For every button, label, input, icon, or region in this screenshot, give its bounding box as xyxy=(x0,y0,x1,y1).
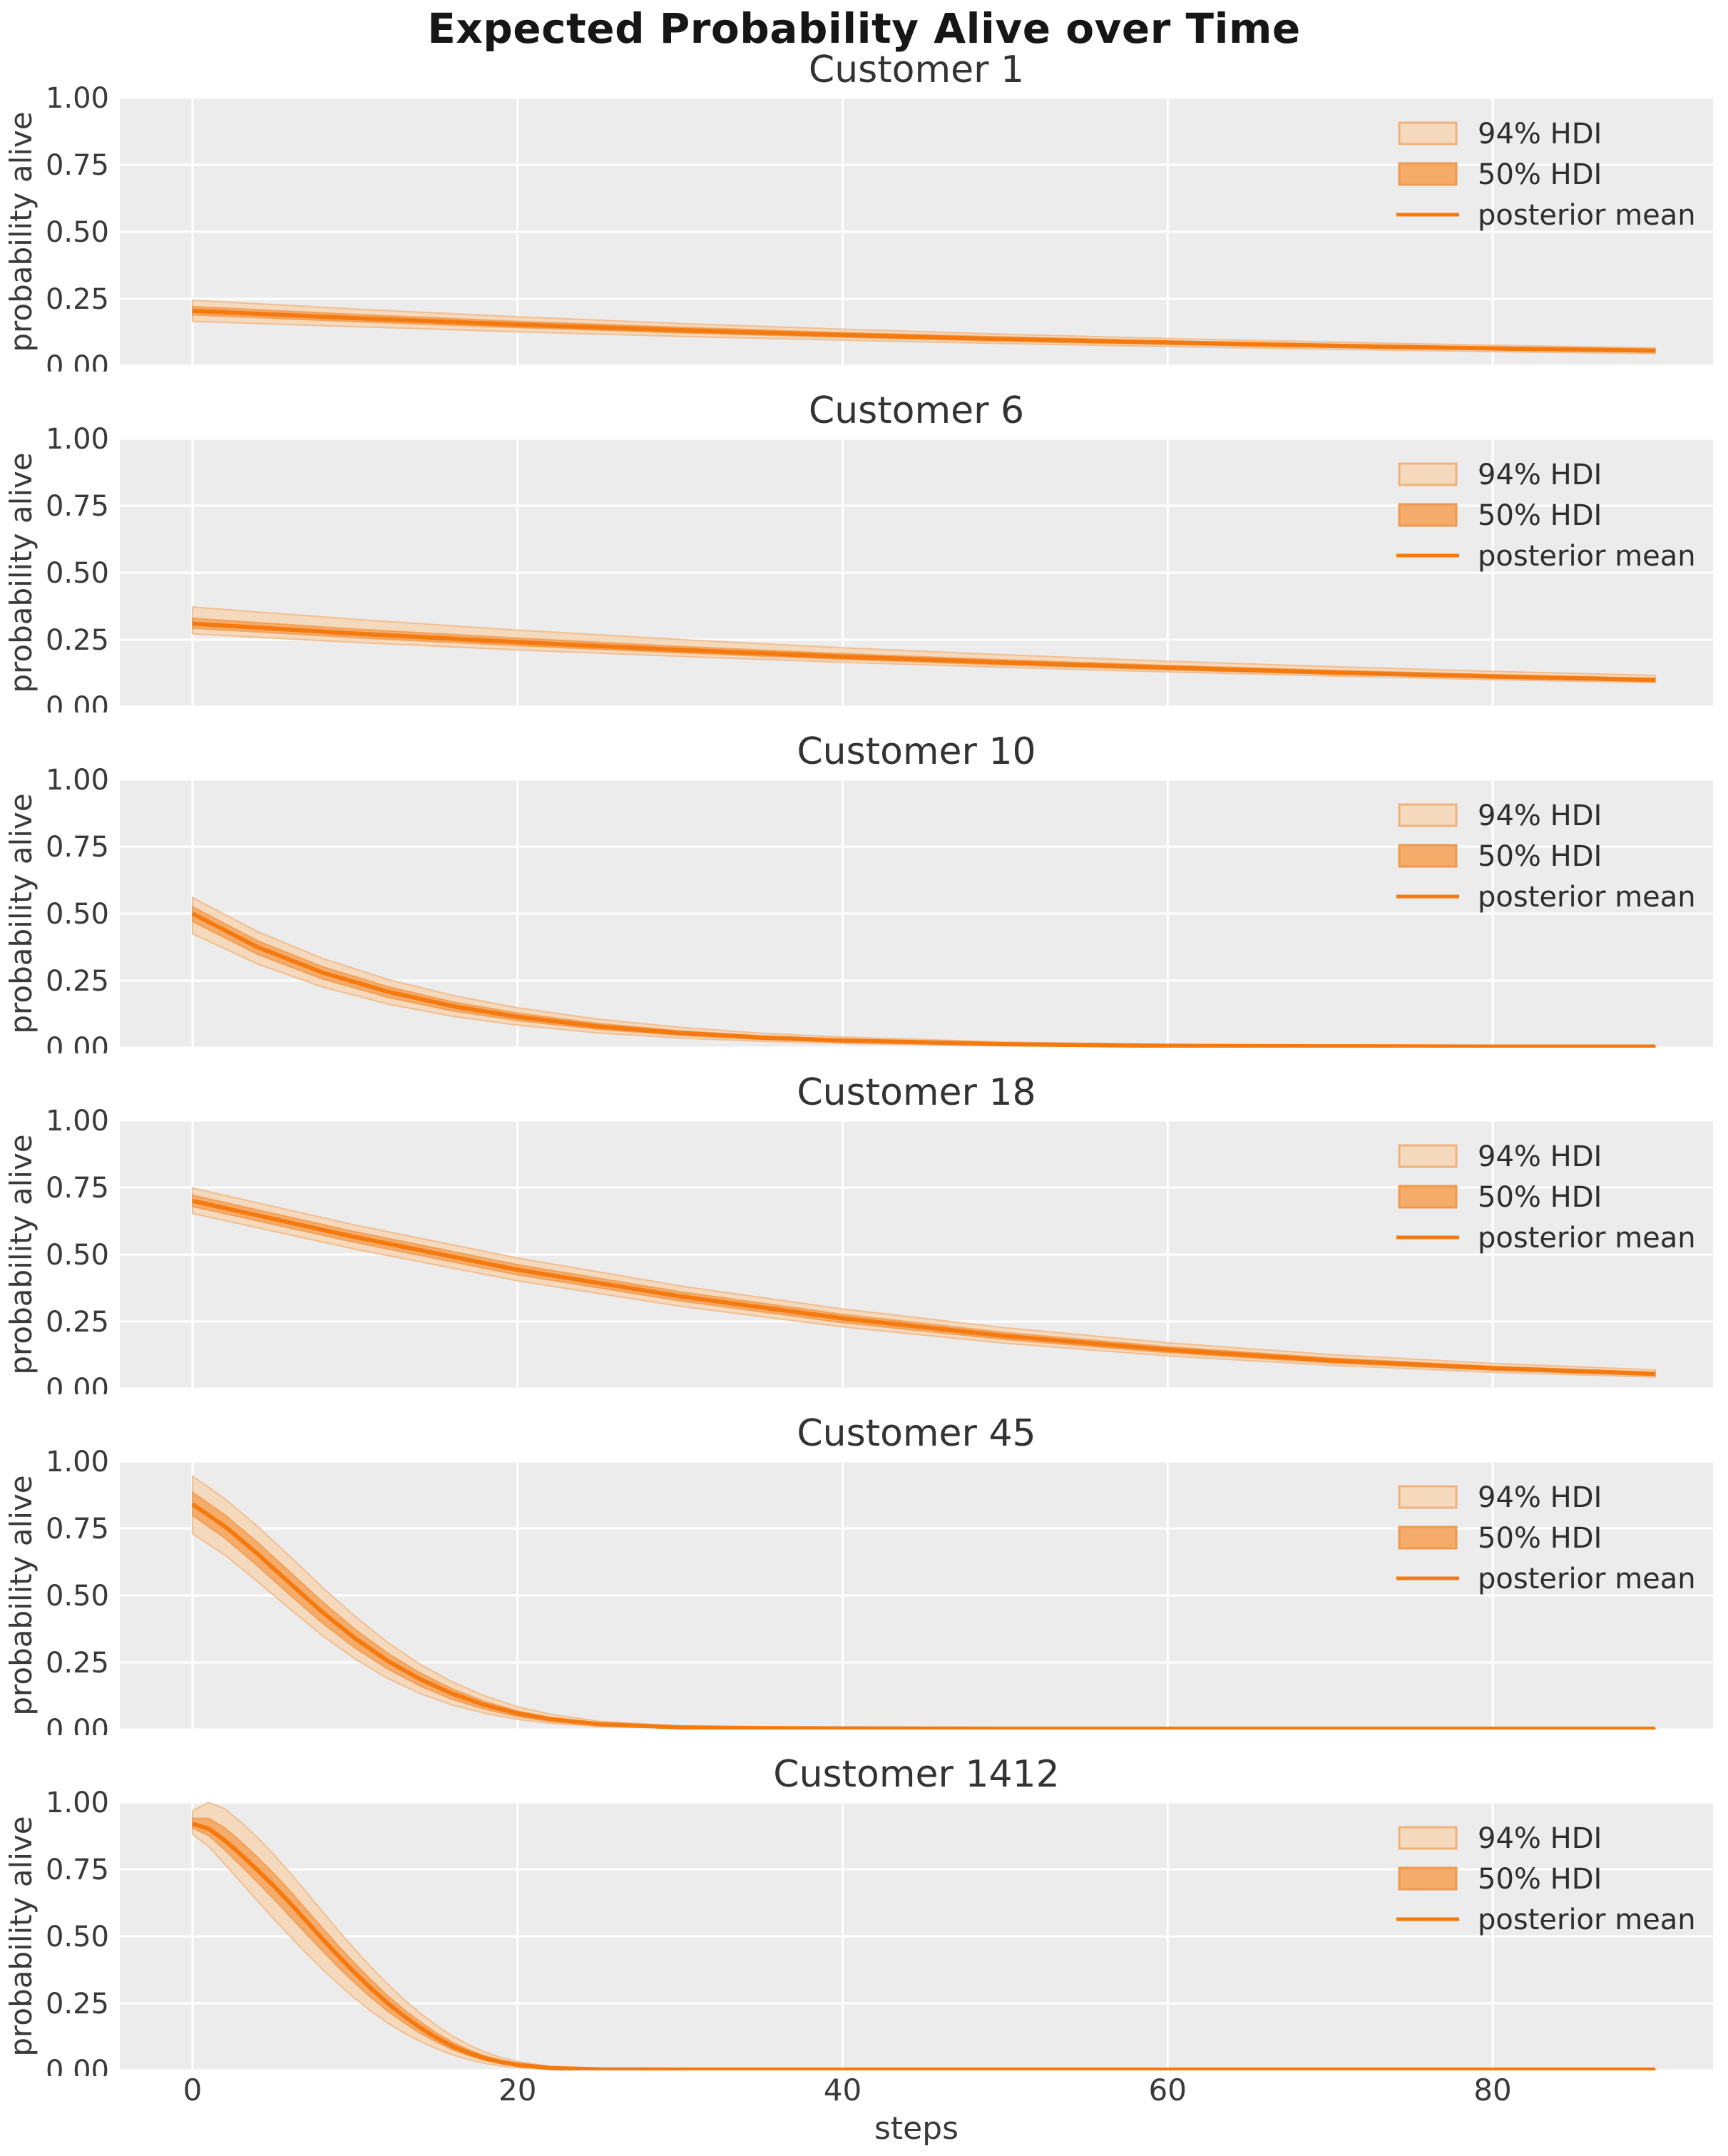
legend-label: 94% HDI xyxy=(1478,1822,1602,1855)
y-axis-label: probability alive xyxy=(4,1816,39,2056)
legend-label: 94% HDI xyxy=(1478,799,1602,832)
y-axis-label: probability alive xyxy=(4,111,39,352)
y-tick-label: 0.00 xyxy=(46,1714,109,1735)
subplot-title: Customer 10 xyxy=(797,730,1036,773)
subplot-customer-18: Customer 18 0.00 0.25 0.50 0.75 1.00probabili… xyxy=(4,1071,1713,1394)
legend-label: posterior mean xyxy=(1478,1222,1696,1255)
legend-label: posterior mean xyxy=(1478,1563,1696,1595)
subplot-customer-10: Customer 10 0.00 0.25 0.50 0.75 1.00probabili… xyxy=(4,730,1713,1053)
x-axis-label: steps xyxy=(874,2110,959,2147)
posterior-mean-line xyxy=(192,1198,1655,1376)
y-tick-label: 0.50 xyxy=(46,1921,109,1953)
legend-label: posterior mean xyxy=(1478,1904,1696,1936)
legend-50hdi-swatch xyxy=(1398,1526,1458,1550)
y-tick-label: 1.00 xyxy=(46,82,109,115)
legend-50hdi-swatch xyxy=(1398,1185,1458,1209)
y-tick-label: 0.75 xyxy=(46,831,109,864)
y-tick-label: 0.25 xyxy=(46,965,109,998)
x-tick-label: 20 xyxy=(499,2073,537,2108)
y-tick-label: 0.00 xyxy=(46,1032,109,1053)
posterior-mean-line xyxy=(192,621,1655,683)
posterior-mean-line xyxy=(191,1502,1655,1730)
y-axis-label: probability alive xyxy=(4,793,39,1033)
x-tick-label: 60 xyxy=(1148,2073,1187,2108)
y-tick-label: 0.25 xyxy=(46,283,109,316)
subplot-customer-1412: Customer 1412 0.00 0.25 0.50 0.75 1.00probabi… xyxy=(4,1753,1713,2076)
legend-label: posterior mean xyxy=(1478,540,1696,573)
y-tick-label: 1.00 xyxy=(46,764,109,797)
subplot-customer-1: Customer 1 0.00 0.25 0.50 0.75 1.00probabilit… xyxy=(4,48,1713,372)
legend-label: posterior mean xyxy=(1478,881,1696,914)
legend-label: 50% HDI xyxy=(1478,1522,1602,1555)
legend-94hdi-swatch xyxy=(1398,1485,1458,1509)
y-tick-label: 0.50 xyxy=(46,1239,109,1272)
legend-label: 94% HDI xyxy=(1478,118,1602,150)
legend-label: 50% HDI xyxy=(1478,1863,1602,1896)
y-tick-label: 0.75 xyxy=(46,490,109,523)
y-tick-label: 0.25 xyxy=(46,1988,109,2020)
legend-label: 50% HDI xyxy=(1478,158,1602,191)
legend-label: posterior mean xyxy=(1478,199,1696,232)
y-tick-label: 1.00 xyxy=(46,1446,109,1478)
subplot-customer-6: Customer 6 0.00 0.25 0.50 0.75 1.00probabilit… xyxy=(4,389,1713,712)
subplot-title: Customer 18 xyxy=(797,1071,1036,1114)
y-tick-label: 0.50 xyxy=(46,216,109,249)
y-tick-label: 0.00 xyxy=(46,1373,109,1394)
legend-label: 94% HDI xyxy=(1478,1481,1602,1514)
hdi50-band xyxy=(192,1194,1656,1376)
legend-50hdi-swatch xyxy=(1398,844,1458,868)
legend-94hdi-swatch xyxy=(1398,1144,1458,1168)
y-tick-label: 1.00 xyxy=(46,423,109,456)
x-tick-label: 80 xyxy=(1473,2073,1512,2108)
posterior-mean-line xyxy=(192,1822,1655,2070)
posterior-mean-line xyxy=(192,308,1655,353)
hdi94-band xyxy=(192,1187,1656,1378)
y-tick-label: 0.25 xyxy=(46,624,109,657)
legend-label: 94% HDI xyxy=(1478,459,1602,491)
y-axis-label: probability alive xyxy=(4,452,39,693)
legend-94hdi-swatch xyxy=(1398,121,1458,145)
legend-50hdi-swatch xyxy=(1398,503,1458,527)
legend-label: 94% HDI xyxy=(1478,1140,1602,1173)
y-tick-label: 0.00 xyxy=(46,350,109,372)
legend-label: 50% HDI xyxy=(1478,499,1602,532)
y-tick-label: 0.25 xyxy=(46,1647,109,1680)
y-tick-label: 0.75 xyxy=(46,149,109,182)
y-tick-label: 0.75 xyxy=(46,1854,109,1886)
subplot-title: Customer 6 xyxy=(809,389,1024,432)
subplot-title: Customer 45 xyxy=(797,1412,1036,1455)
subplot-title: Customer 1412 xyxy=(773,1753,1059,1796)
y-tick-label: 0.00 xyxy=(46,691,109,712)
legend-50hdi-swatch xyxy=(1398,162,1458,186)
y-tick-label: 0.75 xyxy=(46,1172,109,1205)
legend-label: 50% HDI xyxy=(1478,840,1602,873)
y-tick-label: 0.50 xyxy=(46,1580,109,1613)
figure-title: Expected Probability Alive over Time xyxy=(427,4,1301,53)
y-tick-label: 0.00 xyxy=(46,2055,109,2076)
legend-50hdi-swatch xyxy=(1398,1866,1458,1891)
x-tick-label: 0 xyxy=(183,2073,203,2108)
x-tick-label: 40 xyxy=(823,2073,862,2108)
y-tick-label: 0.75 xyxy=(46,1513,109,1546)
legend-94hdi-swatch xyxy=(1398,803,1458,827)
y-tick-label: 1.00 xyxy=(46,1787,109,1819)
y-axis-label: probability alive xyxy=(4,1134,39,1374)
subplot-title: Customer 1 xyxy=(809,48,1024,91)
legend-94hdi-swatch xyxy=(1398,1826,1458,1850)
y-tick-label: 0.50 xyxy=(46,898,109,931)
subplot-customer-45: Customer 45 0.00 0.25 0.50 0.75 1.00probabili… xyxy=(4,1412,1713,1735)
y-tick-label: 0.25 xyxy=(46,1306,109,1339)
y-tick-label: 0.50 xyxy=(46,557,109,590)
legend-94hdi-swatch xyxy=(1398,462,1458,486)
y-tick-label: 1.00 xyxy=(46,1105,109,1138)
posterior-mean-line xyxy=(191,911,1655,1048)
y-axis-label: probability alive xyxy=(4,1475,39,1715)
legend-label: 50% HDI xyxy=(1478,1181,1602,1214)
